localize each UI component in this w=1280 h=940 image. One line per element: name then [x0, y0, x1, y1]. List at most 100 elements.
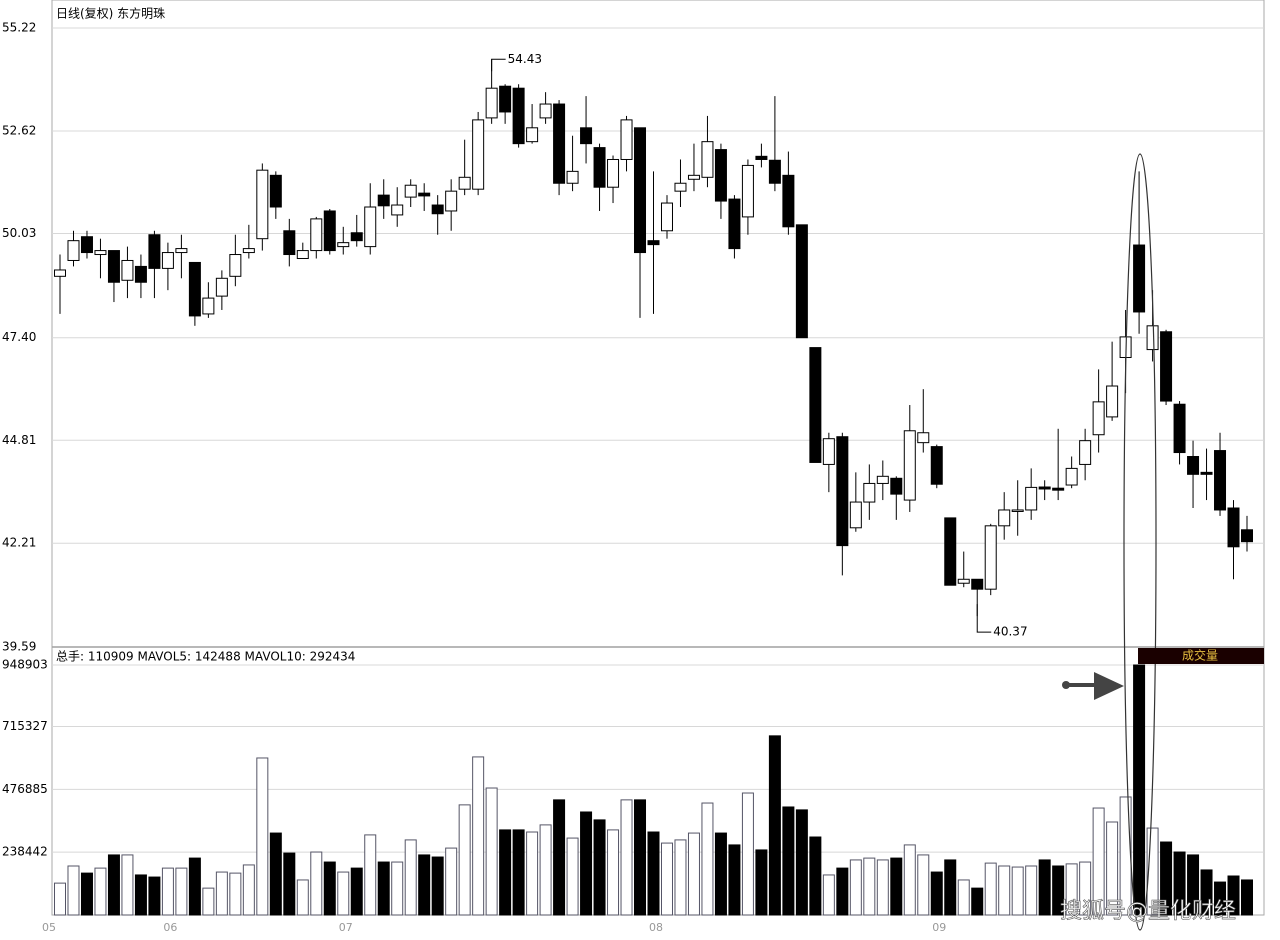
- candle-body: [134, 265, 147, 283]
- volume-bar: [485, 787, 498, 916]
- volume-bar: [1092, 807, 1105, 916]
- volume-bar: [364, 834, 377, 916]
- volume-bar: [1025, 865, 1038, 916]
- candle-body: [175, 248, 188, 254]
- candle-body: [215, 277, 228, 297]
- candle-body: [836, 436, 849, 547]
- candle-body: [822, 438, 835, 465]
- chart-title: 日线(复权) 东方明珠: [56, 6, 165, 21]
- y-tick-label: 44.81: [2, 433, 36, 447]
- candle-body: [755, 155, 768, 160]
- candle-body: [377, 194, 390, 207]
- candle-body: [634, 127, 647, 254]
- candle-body: [107, 250, 120, 283]
- volume-bar: [337, 871, 350, 916]
- candle-body: [310, 218, 323, 252]
- candle-body: [94, 250, 107, 256]
- volume-bar: [1227, 875, 1240, 916]
- volume-bar: [971, 887, 984, 916]
- candle-body: [917, 432, 930, 444]
- candle-body: [526, 127, 539, 143]
- volume-bar: [188, 857, 201, 916]
- candle-body: [998, 509, 1011, 527]
- candle-body: [971, 578, 984, 590]
- volume-bar: [67, 865, 80, 916]
- candle-body: [161, 252, 174, 269]
- volume-bar: [553, 799, 566, 916]
- volume-bar: [944, 859, 957, 916]
- volume-bar: [701, 802, 714, 916]
- volume-bar: [768, 735, 781, 916]
- x-tick-label: 07: [339, 921, 353, 934]
- volume-bar: [607, 829, 620, 916]
- volume-bar: [296, 879, 309, 916]
- candle-body: [188, 261, 201, 317]
- candle-body: [1092, 401, 1105, 436]
- candle-body: [148, 234, 161, 269]
- candle-body: [1241, 529, 1253, 543]
- volume-bar: [1146, 827, 1159, 916]
- volume-bar: [795, 809, 808, 916]
- volume-bar: [1133, 664, 1146, 916]
- volume-bar: [1214, 881, 1227, 916]
- volume-bar: [620, 799, 633, 916]
- candle-body: [418, 192, 431, 197]
- volume-tag: [1138, 648, 1264, 664]
- y-tick-label: 42.21: [2, 536, 36, 550]
- y-tick-label: 39.59: [2, 640, 36, 654]
- volume-bar: [350, 867, 363, 916]
- volume-bar: [822, 874, 835, 916]
- candle-body: [364, 206, 377, 248]
- candle-body: [903, 430, 916, 501]
- volume-bar: [161, 867, 174, 916]
- volume-bar: [1052, 865, 1065, 916]
- candle-body: [1052, 487, 1065, 491]
- candle-body: [458, 176, 471, 190]
- volume-bar: [269, 832, 282, 916]
- candle-body: [553, 103, 566, 184]
- candle-body: [229, 254, 242, 277]
- candle-body: [431, 204, 444, 215]
- volume-bar: [445, 847, 458, 916]
- candle-body: [242, 248, 255, 254]
- volume-bar: [526, 831, 539, 916]
- y-tick-label: 47.40: [2, 330, 36, 344]
- candle-body: [80, 236, 93, 254]
- candle-body: [701, 141, 714, 178]
- volume-bar: [1173, 851, 1186, 916]
- candle-body: [1025, 486, 1038, 511]
- candle-body: [984, 525, 997, 590]
- candle-body: [337, 242, 350, 248]
- candle-body: [795, 224, 808, 339]
- volume-bar: [930, 871, 943, 916]
- candle-body: [849, 501, 862, 529]
- volume-bar: [310, 851, 323, 916]
- candle-body: [404, 184, 417, 198]
- volume-bar: [1200, 869, 1213, 916]
- candle-body: [121, 259, 134, 281]
- y-tick-label: 715327: [2, 719, 48, 733]
- x-tick-label: 06: [163, 921, 177, 934]
- candle-body: [54, 269, 66, 277]
- candle-body: [445, 190, 458, 212]
- volume-bar: [903, 844, 916, 916]
- arrow: [1062, 672, 1124, 700]
- candle-body: [269, 174, 282, 208]
- candle-body: [660, 202, 673, 232]
- volume-bar: [836, 867, 849, 916]
- volume-bar: [323, 861, 336, 916]
- candle-body: [67, 240, 80, 261]
- volume-bar: [242, 864, 255, 916]
- volume-bar: [499, 829, 512, 916]
- candle-body: [1079, 440, 1092, 465]
- volume-bar: [728, 844, 741, 916]
- volume-bar: [593, 819, 606, 916]
- candle-body: [944, 517, 957, 586]
- volume-bar: [566, 837, 579, 916]
- candle-body: [323, 210, 336, 252]
- volume-bar: [687, 832, 700, 916]
- candle-body: [741, 164, 754, 218]
- x-tick-label: 08: [649, 921, 663, 934]
- candle-body: [593, 147, 606, 188]
- volume-bar: [215, 871, 228, 916]
